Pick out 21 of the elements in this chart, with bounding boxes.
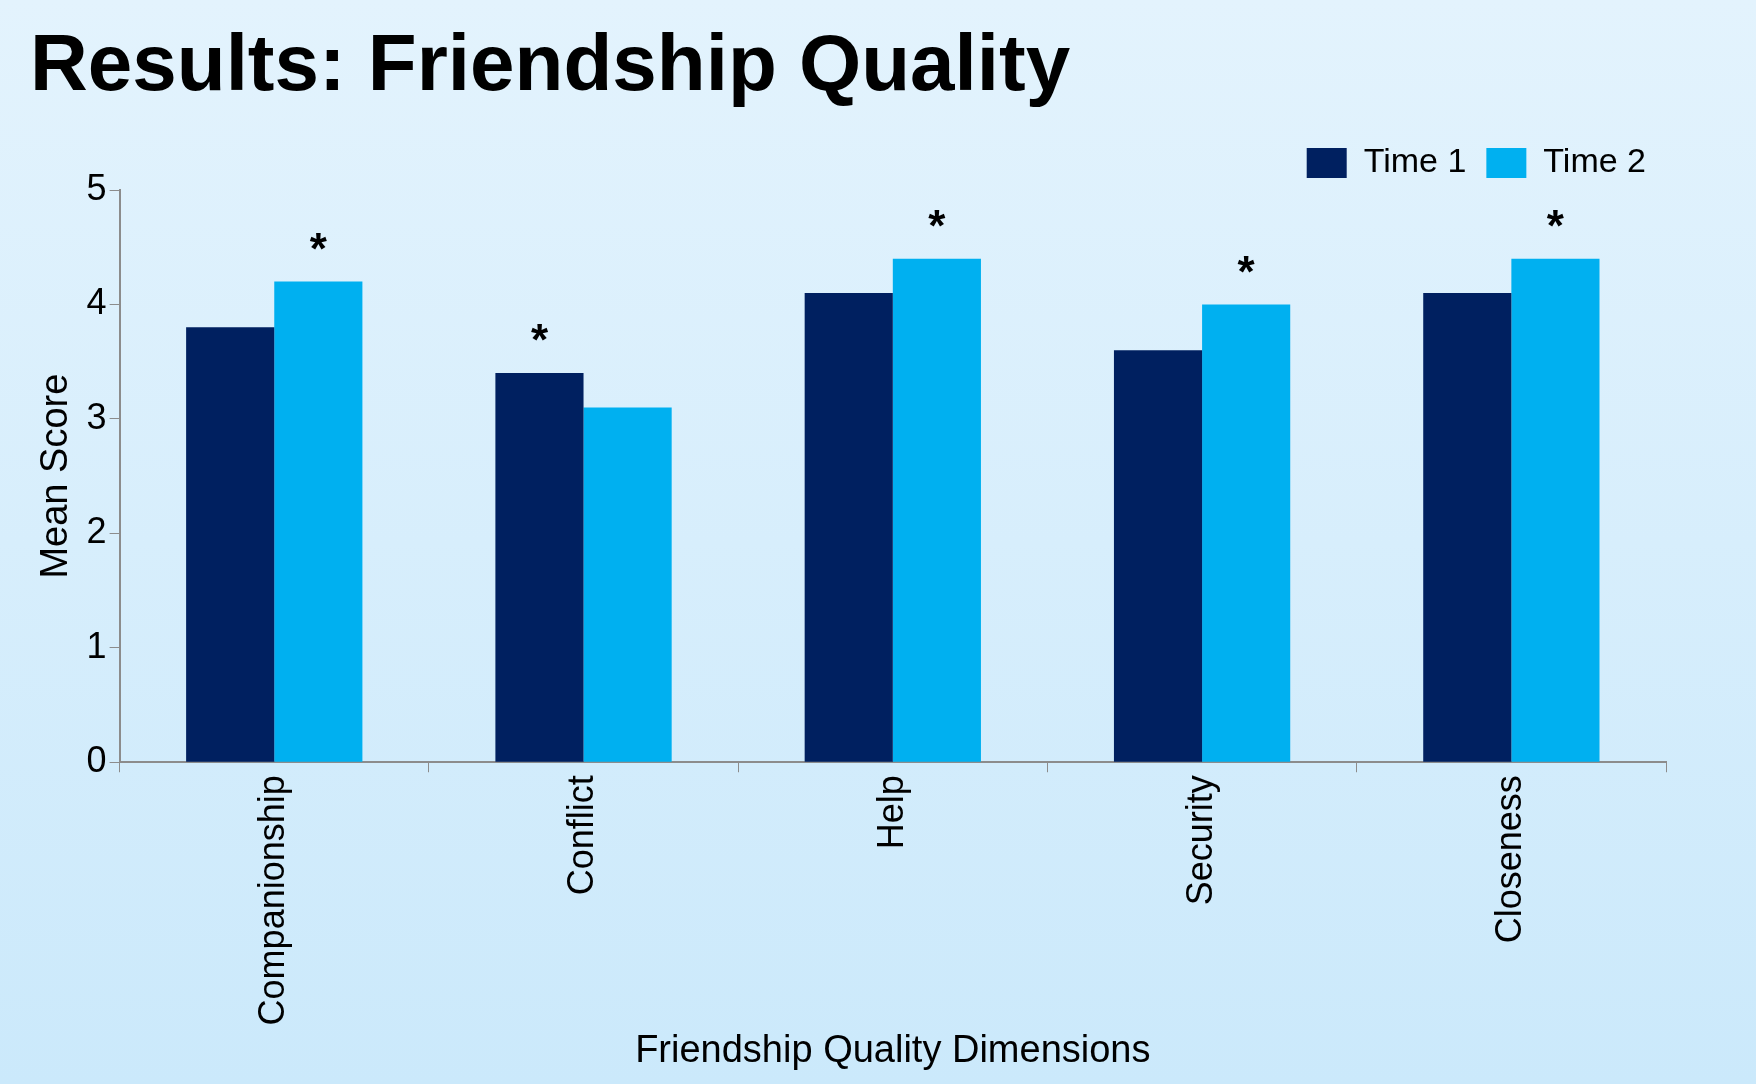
y-tick-label: 1 — [86, 624, 107, 666]
annotation: * — [1546, 200, 1565, 250]
annotation: * — [1237, 246, 1256, 296]
x-axis-title: Friendship Quality Dimensions — [635, 1027, 1151, 1070]
x-tick-label: Closeness — [1488, 775, 1530, 944]
chart-title: Results: Friendship Quality — [30, 18, 1071, 108]
x-tick-label: Companionship — [251, 775, 293, 1026]
x-tick-label: Security — [1179, 775, 1221, 906]
legend-label: Time 1 — [1363, 141, 1467, 180]
annotation: * — [530, 315, 549, 365]
annotation: * — [928, 200, 947, 250]
x-tick-label: Help — [869, 775, 911, 850]
y-axis-title: Mean Score — [33, 373, 76, 579]
y-tick-label: 0 — [86, 739, 107, 781]
y-tick-label: 2 — [86, 510, 107, 552]
annotation: * — [309, 223, 328, 273]
legend-label: Time 2 — [1543, 141, 1647, 180]
y-tick-label: 3 — [86, 395, 107, 437]
y-tick-label: 4 — [86, 281, 107, 323]
x-tick-label: Conflict — [560, 775, 602, 896]
y-tick-label: 5 — [86, 166, 107, 208]
